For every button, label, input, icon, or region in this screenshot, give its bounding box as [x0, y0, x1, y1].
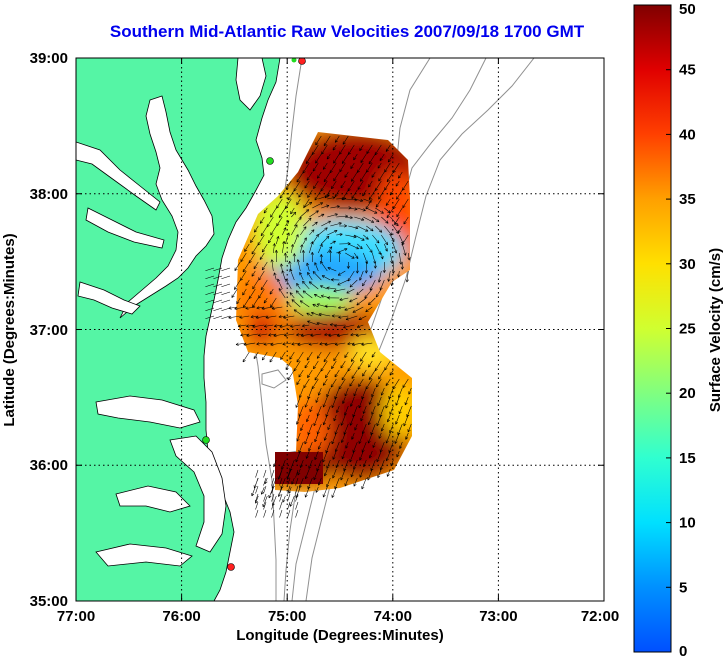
y-axis-label: Latitude (Degrees:Minutes)	[1, 233, 18, 426]
james-river	[77, 281, 141, 315]
colorbar-label: Surface Velocity (cm/s)	[707, 248, 724, 412]
colorbar-tick-label: 45	[679, 62, 696, 79]
delaware-bay	[235, 58, 267, 111]
colorbar-gradient	[633, 4, 672, 653]
x-tick-label: 76:00	[162, 608, 200, 625]
potomac-river	[76, 141, 161, 211]
colorbar-tick-label: 35	[679, 191, 696, 208]
grid-lines	[76, 58, 604, 601]
x-tick-label: 74:00	[374, 608, 412, 625]
y-tick-label: 37:00	[30, 322, 68, 339]
colorbar-tick-label: 40	[679, 126, 696, 143]
vector-arrows	[205, 135, 412, 518]
station-marker-north-alt	[291, 58, 297, 63]
station-marker-assateague	[266, 157, 274, 165]
map-title: Southern Mid-Atlantic Raw Velocities 200…	[110, 22, 585, 41]
y-tick-labels: 39:00 38:00 37:00 36:00 35:00	[30, 50, 68, 610]
colorbar-tick-label: 50	[679, 1, 696, 18]
station-marker-duck	[202, 436, 210, 444]
x-tick-label: 77:00	[57, 608, 95, 625]
colorbar-tick-label: 5	[679, 579, 687, 596]
chesapeake-bay	[119, 95, 215, 319]
x-tick-label: 75:00	[268, 608, 306, 625]
map-plot-area	[75, 57, 605, 602]
velocity-vectors	[205, 135, 412, 518]
albemarle-sound	[95, 395, 201, 429]
colorbar-tick-label: 25	[679, 321, 696, 338]
colorbar-tick-label: 20	[679, 385, 696, 402]
colorbar-tick-label: 15	[679, 450, 696, 467]
y-tick-label: 36:00	[30, 457, 68, 474]
y-tick-label: 35:00	[30, 593, 68, 610]
x-tick-label: 73:00	[479, 608, 517, 625]
colorbar-tick-label: 10	[679, 515, 696, 532]
x-tick-label: 72:00	[581, 608, 619, 625]
x-tick-labels: 77:00 76:00 75:00 74:00 73:00 72:00	[57, 608, 619, 625]
x-axis-label: Longitude (Degrees:Minutes)	[236, 627, 444, 644]
rappahannock-river	[85, 207, 165, 249]
station-markers	[202, 58, 306, 571]
colorbar-tick-label: 0	[679, 643, 687, 659]
neuse-river	[95, 543, 193, 567]
pamlico-inlet	[115, 485, 191, 513]
station-marker-hatteras	[227, 563, 235, 571]
y-tick-label: 39:00	[30, 50, 68, 67]
y-tick-label: 38:00	[30, 186, 68, 203]
station-marker-north	[298, 58, 306, 65]
colorbar-tick-label: 30	[679, 256, 696, 273]
tick-marks	[76, 58, 604, 601]
